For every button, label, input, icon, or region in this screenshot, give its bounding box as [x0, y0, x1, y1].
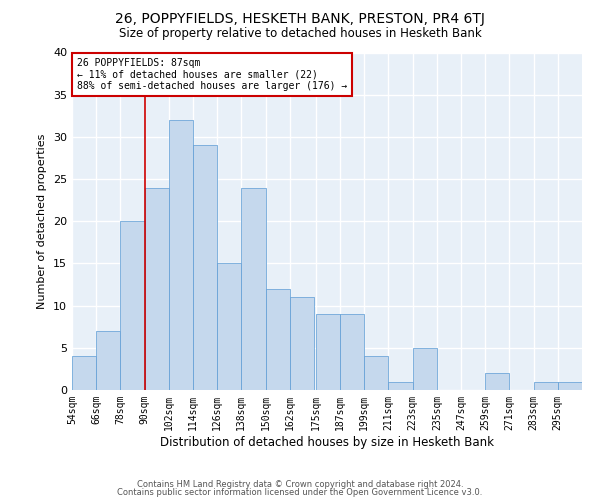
Y-axis label: Number of detached properties: Number of detached properties — [37, 134, 47, 309]
Bar — [266, 289, 290, 390]
Bar — [533, 382, 558, 390]
Text: Contains public sector information licensed under the Open Government Licence v3: Contains public sector information licen… — [118, 488, 482, 497]
Bar — [96, 331, 121, 390]
Text: Contains HM Land Registry data © Crown copyright and database right 2024.: Contains HM Land Registry data © Crown c… — [137, 480, 463, 489]
Bar — [169, 120, 193, 390]
Bar — [340, 314, 364, 390]
Bar — [558, 382, 582, 390]
Bar — [290, 297, 314, 390]
Bar — [485, 373, 509, 390]
Bar — [72, 356, 96, 390]
Bar — [241, 188, 266, 390]
Text: 26 POPPYFIELDS: 87sqm
← 11% of detached houses are smaller (22)
88% of semi-deta: 26 POPPYFIELDS: 87sqm ← 11% of detached … — [77, 58, 347, 91]
Bar — [364, 356, 388, 390]
Bar — [121, 221, 145, 390]
Text: 26, POPPYFIELDS, HESKETH BANK, PRESTON, PR4 6TJ: 26, POPPYFIELDS, HESKETH BANK, PRESTON, … — [115, 12, 485, 26]
Bar — [316, 314, 340, 390]
X-axis label: Distribution of detached houses by size in Hesketh Bank: Distribution of detached houses by size … — [160, 436, 494, 448]
Bar — [145, 188, 169, 390]
Bar — [413, 348, 437, 390]
Bar — [217, 264, 241, 390]
Bar — [193, 146, 217, 390]
Text: Size of property relative to detached houses in Hesketh Bank: Size of property relative to detached ho… — [119, 28, 481, 40]
Bar — [388, 382, 413, 390]
